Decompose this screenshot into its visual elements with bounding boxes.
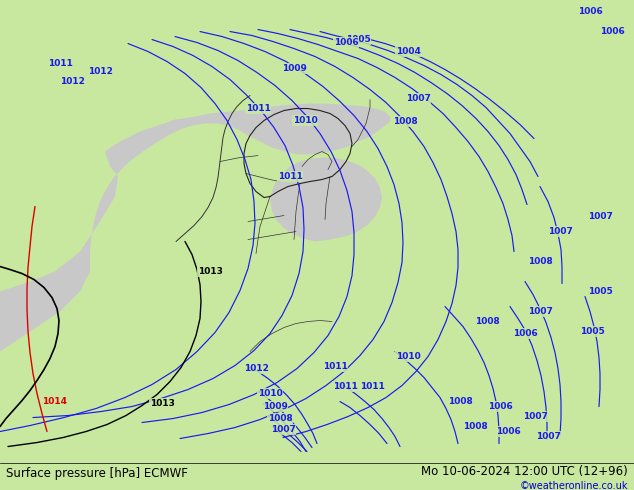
Text: ©weatheronline.co.uk: ©weatheronline.co.uk — [519, 481, 628, 490]
Polygon shape — [338, 164, 360, 179]
Text: 1007: 1007 — [271, 425, 295, 434]
Text: 1011: 1011 — [333, 382, 358, 391]
Text: 1005: 1005 — [588, 287, 612, 296]
Text: Surface pressure [hPa] ECMWF: Surface pressure [hPa] ECMWF — [6, 467, 188, 480]
Text: 1013: 1013 — [150, 399, 174, 408]
Text: 1008: 1008 — [268, 414, 292, 423]
Text: 1011: 1011 — [359, 382, 384, 391]
Text: 1010: 1010 — [257, 389, 282, 398]
Text: 1005: 1005 — [346, 35, 370, 44]
Text: 1011: 1011 — [323, 362, 347, 371]
Text: 1008: 1008 — [392, 117, 417, 126]
Text: 1006: 1006 — [513, 329, 538, 338]
Text: 1004: 1004 — [396, 47, 420, 56]
Text: 1010: 1010 — [293, 116, 318, 125]
Text: 1006: 1006 — [488, 402, 512, 411]
Text: 1007: 1007 — [527, 307, 552, 316]
Text: 1011: 1011 — [278, 172, 302, 181]
Text: 1007: 1007 — [548, 227, 573, 236]
Polygon shape — [0, 103, 390, 451]
Text: 1011: 1011 — [245, 104, 271, 113]
Text: 1012: 1012 — [243, 364, 268, 373]
Text: 1014: 1014 — [42, 397, 67, 406]
Text: 1007: 1007 — [522, 412, 547, 421]
Text: 1007: 1007 — [406, 94, 430, 103]
Text: 1008: 1008 — [475, 317, 500, 326]
Text: 1009: 1009 — [262, 402, 287, 411]
Text: 1011: 1011 — [48, 59, 72, 68]
Text: 1007: 1007 — [588, 212, 612, 221]
Text: 1008: 1008 — [463, 422, 488, 431]
Text: 1012: 1012 — [60, 77, 84, 86]
Text: Mo 10-06-2024 12:00 UTC (12+96): Mo 10-06-2024 12:00 UTC (12+96) — [421, 465, 628, 478]
Text: 1007: 1007 — [536, 432, 560, 441]
Text: 1008: 1008 — [448, 397, 472, 406]
Text: 1009: 1009 — [281, 64, 306, 73]
Text: 1006: 1006 — [496, 427, 521, 436]
Text: 1010: 1010 — [396, 352, 420, 361]
Text: 1005: 1005 — [579, 327, 604, 336]
Polygon shape — [303, 176, 322, 190]
Polygon shape — [270, 157, 382, 242]
Text: 1006: 1006 — [600, 27, 624, 36]
Text: 1012: 1012 — [87, 67, 112, 76]
Text: 1013: 1013 — [198, 267, 223, 276]
Text: 1008: 1008 — [527, 257, 552, 266]
Text: 1006: 1006 — [578, 7, 602, 16]
Text: 1006: 1006 — [333, 38, 358, 47]
